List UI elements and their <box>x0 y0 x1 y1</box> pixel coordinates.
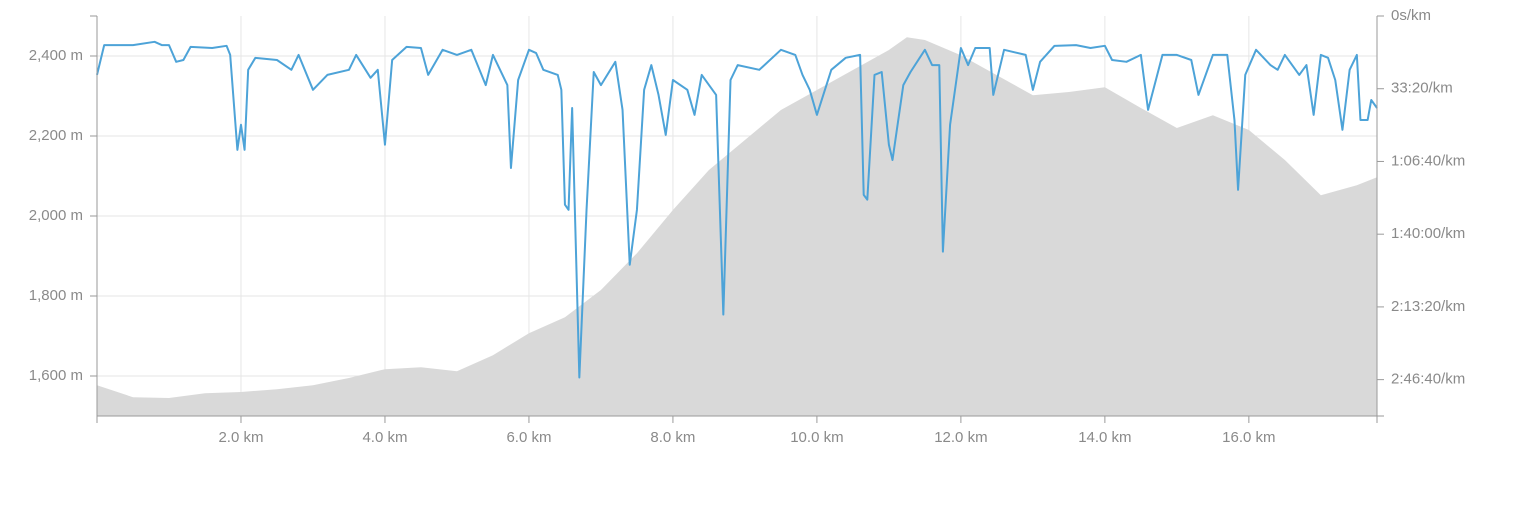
x-tick-label: 16.0 km <box>1222 429 1275 446</box>
x-tick-label: 2.0 km <box>218 429 263 446</box>
y2-tick-label: 33:20/km <box>1391 80 1453 97</box>
x-tick-label: 4.0 km <box>362 429 407 446</box>
y2-tick-label: 2:46:40/km <box>1391 371 1465 388</box>
y-tick-label: 1,800 m <box>29 287 83 304</box>
x-tick-label: 8.0 km <box>650 429 695 446</box>
y-tick-label: 2,400 m <box>29 47 83 64</box>
y2-tick-label: 0s/km <box>1391 7 1431 24</box>
x-tick-label: 12.0 km <box>934 429 987 446</box>
y2-tick-label: 1:06:40/km <box>1391 152 1465 169</box>
elevation-area <box>97 37 1377 416</box>
y-tick-label: 2,200 m <box>29 127 83 144</box>
x-tick-label: 14.0 km <box>1078 429 1131 446</box>
y-tick-label: 2,000 m <box>29 207 83 224</box>
x-tick-label: 6.0 km <box>506 429 551 446</box>
x-tick-label: 10.0 km <box>790 429 843 446</box>
y2-tick-label: 2:13:20/km <box>1391 298 1465 315</box>
y2-tick-label: 1:40:00/km <box>1391 225 1465 242</box>
y-tick-label: 1,600 m <box>29 367 83 384</box>
pace-line <box>96 40 1378 379</box>
